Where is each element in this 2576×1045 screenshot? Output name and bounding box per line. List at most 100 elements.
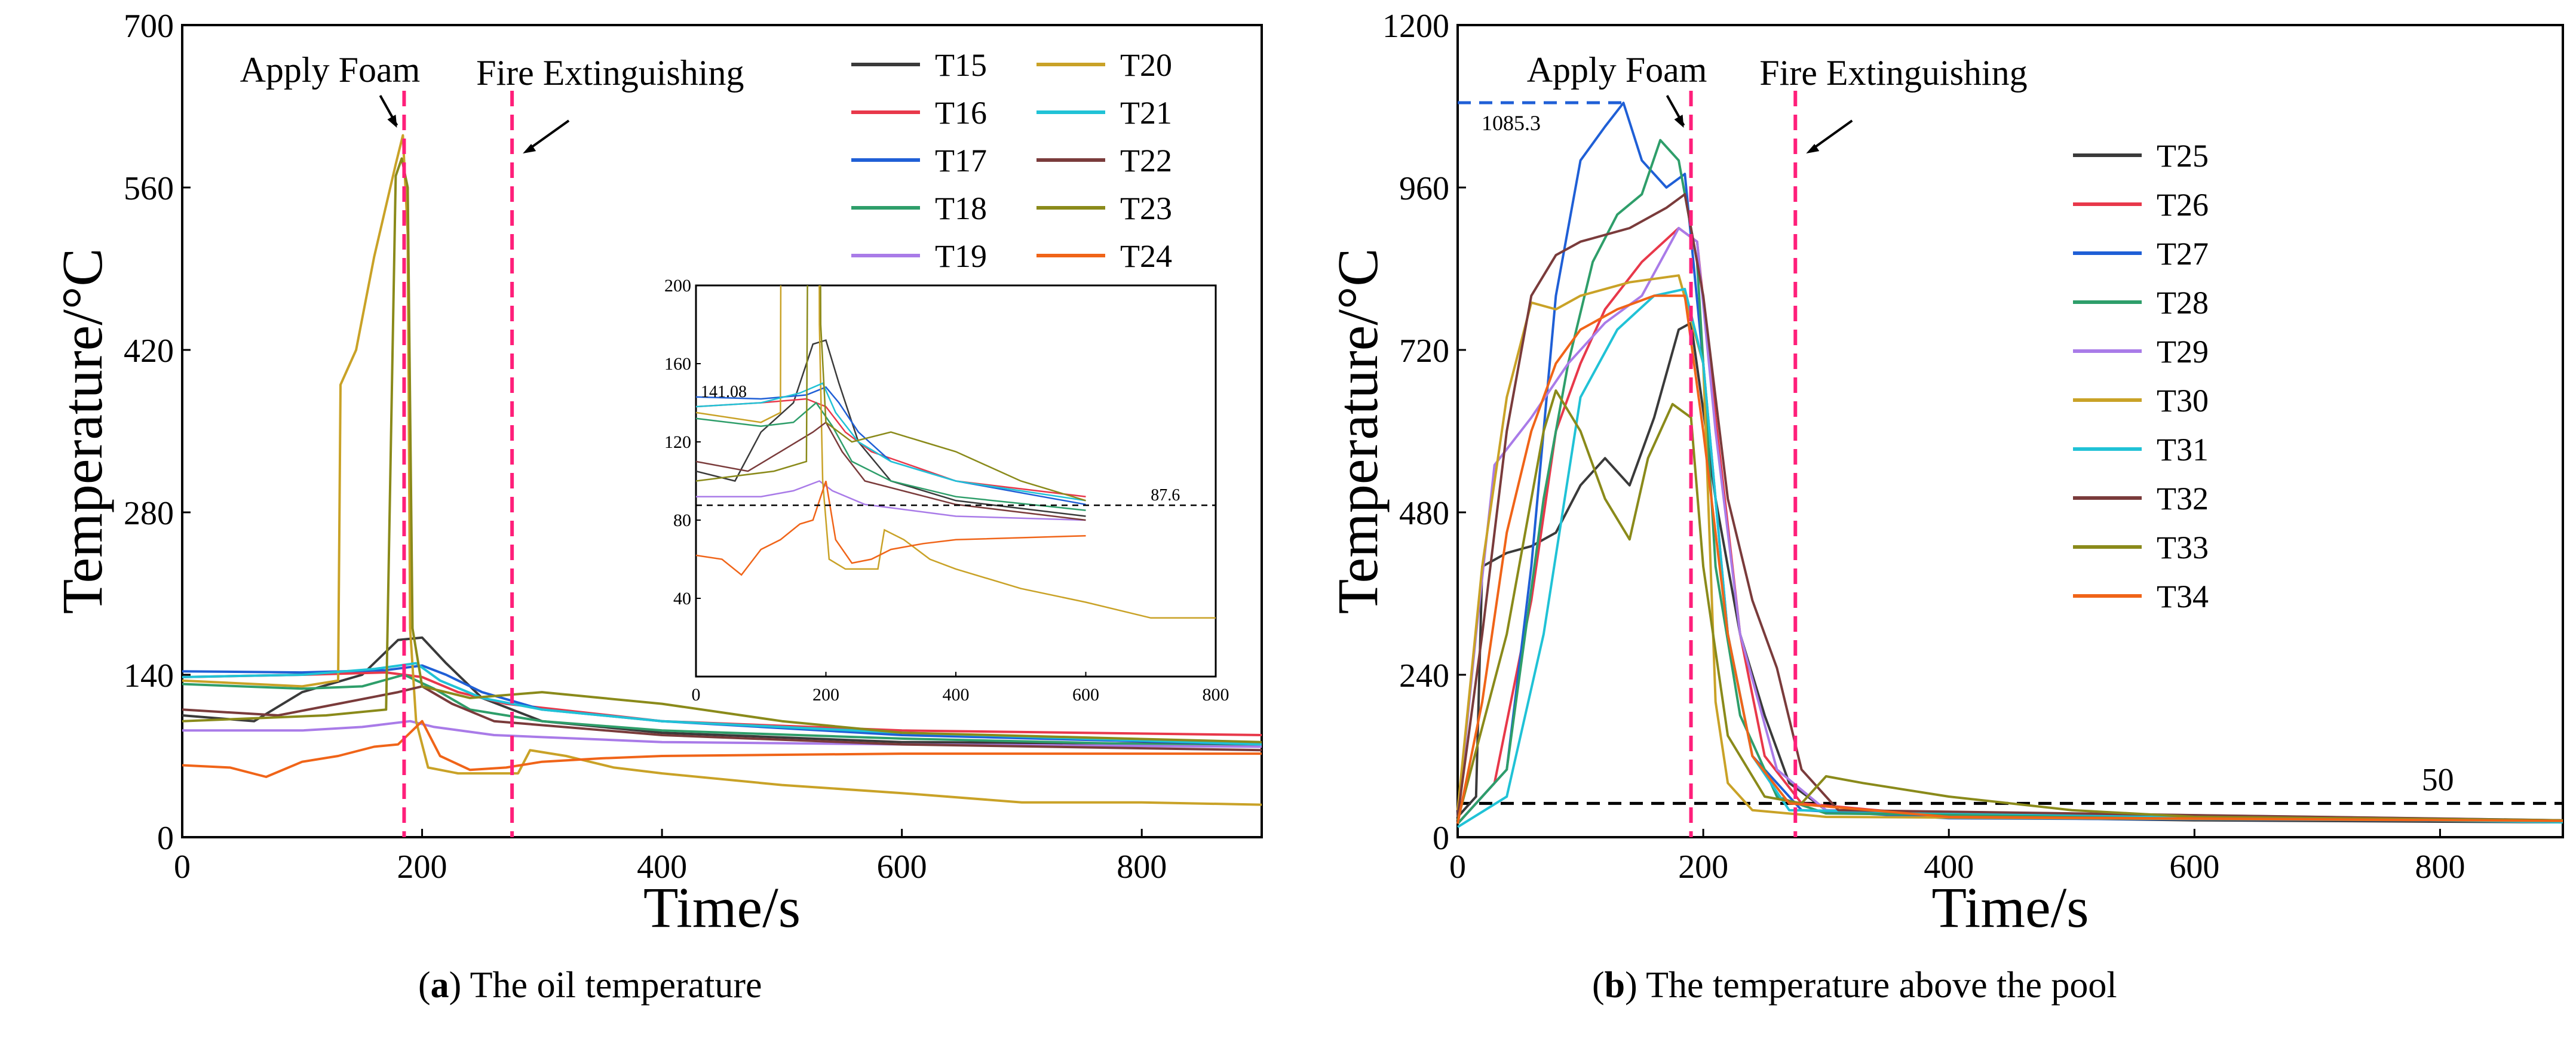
series-line-t16 (182, 671, 1262, 736)
inset-series-line-t15 (696, 339, 1086, 517)
legend-label-t31: T31 (2157, 432, 2209, 468)
series-line-t23 (182, 157, 1262, 743)
inset-y-tick-label: 80 (673, 511, 691, 530)
legend-label-t29: T29 (2157, 334, 2209, 370)
inset-label-141: 141.08 (701, 383, 747, 401)
y-tick-label-a: 420 (124, 333, 174, 370)
y-tick-label-a: 700 (124, 8, 174, 45)
y-tick-label-b: 960 (1399, 170, 1449, 207)
x-axis-title-b: Time/s (1931, 875, 2089, 939)
series-line-t24 (182, 720, 1262, 778)
legend-label-t27: T27 (2157, 236, 2209, 272)
y-tick-label-a: 560 (124, 170, 174, 207)
series-line-t25 (1456, 321, 2563, 824)
inset-series-line-t19 (696, 480, 1086, 521)
legend-label-t20: T20 (1120, 47, 1172, 83)
x-tick-label-a: 800 (1117, 849, 1167, 886)
plot-frame-a (181, 24, 1263, 838)
y-tick-label-a: 140 (124, 657, 174, 694)
inset-y-tick-label: 40 (673, 589, 691, 608)
legend-label-t16: T16 (935, 95, 987, 131)
y-tick-label-b: 480 (1399, 495, 1449, 532)
peak-label-1085: 1085.3 (1482, 111, 1541, 135)
inset-x-tick-label: 0 (692, 685, 701, 705)
annotation-apply-foam-a: Apply Foam (240, 50, 421, 90)
y-tick-label-b: 720 (1399, 333, 1449, 370)
annotation-fire-extinguishing-a: Fire Extinguishing (476, 53, 744, 93)
legend-label-t19: T19 (935, 238, 987, 274)
x-tick-label-a: 200 (397, 849, 447, 886)
legend-label-t33: T33 (2157, 530, 2209, 565)
inset-series-line-t24 (696, 481, 1086, 576)
x-tick-label-b: 400 (1924, 849, 1974, 886)
annotation-fire-extinguishing-b: Fire Extinguishing (1759, 53, 2027, 93)
inset-y-tick-label: 120 (664, 432, 691, 452)
reference-label-50: 50 (2422, 761, 2454, 797)
inset-series-line-t20 (696, 285, 1216, 619)
arrowhead-apply-foam-b (1674, 115, 1684, 128)
inset-x-tick-label: 800 (1203, 685, 1229, 705)
legend-label-t23: T23 (1120, 190, 1172, 226)
y-axis-title-b: Temperature/°C (1326, 248, 1390, 614)
caption-a: (a) The oil temperature (418, 965, 762, 1006)
series-line-t20 (182, 134, 1262, 806)
series-line-t30 (1456, 274, 2563, 822)
inset-series-line-t18 (696, 401, 1086, 511)
legend-label-t18: T18 (935, 190, 987, 226)
inset-x-tick-label: 200 (812, 685, 839, 705)
x-tick-label-a: 600 (877, 849, 927, 886)
x-tick-label-b: 200 (1678, 849, 1728, 886)
y-tick-label-b: 0 (1433, 820, 1449, 857)
inset-x-tick-label: 400 (943, 685, 970, 705)
inset-x-tick-label: 600 (1072, 685, 1099, 705)
x-tick-label-a: 400 (637, 849, 687, 886)
arrowhead-fire-extinguishing-a (523, 144, 536, 153)
series-line-t22 (182, 685, 1262, 752)
arrowhead-fire-extinguishing-b (1806, 144, 1820, 153)
series-line-t34 (1456, 294, 2563, 824)
arrow-fire-extinguishing-a (526, 119, 570, 152)
series-line-t18 (182, 674, 1262, 748)
legend-label-t28: T28 (2157, 285, 2209, 321)
y-tick-label-a: 280 (124, 495, 174, 532)
series-line-t31 (1456, 288, 2563, 828)
legend-label-t24: T24 (1120, 238, 1172, 274)
arrow-fire-extinguishing-b (1810, 119, 1853, 152)
x-axis-title-a: Time/s (643, 875, 801, 939)
inset-series-group (696, 285, 1216, 619)
legend-label-t32: T32 (2157, 481, 2209, 517)
caption-b: (b) The temperature above the pool (1592, 965, 2117, 1006)
y-tick-label-b: 1200 (1382, 8, 1449, 45)
legend-label-t15: T15 (935, 47, 987, 83)
inset-y-tick-label: 200 (664, 276, 691, 296)
legend-label-t25: T25 (2157, 138, 2209, 174)
series-line-t29 (1456, 227, 2563, 822)
series-line-t15 (182, 636, 1262, 746)
inset-chart: 0 200 400 600 800 40 80 120 160 200 141.08 87.6 (664, 276, 1229, 705)
series-line-t28 (1456, 139, 2563, 825)
annotation-apply-foam-b: Apply Foam (1527, 50, 1707, 90)
inset-y-tick-label: 160 (664, 354, 691, 374)
legend-label-t26: T26 (2157, 187, 2209, 223)
y-axis-title-a: Temperature/°C (50, 248, 114, 614)
series-line-t21 (182, 662, 1262, 746)
inset-series-line-t23 (696, 285, 1086, 502)
x-tick-label-b: 600 (2169, 849, 2219, 886)
x-tick-label-b: 0 (1449, 849, 1466, 886)
legend-label-t30: T30 (2157, 383, 2209, 419)
inset-label-87: 87.6 (1151, 486, 1180, 505)
legend-label-t22: T22 (1120, 143, 1172, 179)
series-line-t32 (1456, 193, 2563, 822)
arrowhead-apply-foam-a (387, 115, 397, 128)
y-tick-label-a: 0 (157, 820, 174, 857)
x-tick-label-b: 800 (2415, 849, 2465, 886)
plot-frame-b (1456, 24, 2564, 838)
series-line-t26 (1456, 227, 2563, 825)
legend-label-t21: T21 (1120, 95, 1172, 131)
chart-panel-a: 0 200 400 600 8000140280420560700Time/sTempe… (50, 8, 1263, 939)
legend-label-t17: T17 (935, 143, 987, 179)
inset-series-line-t21 (696, 382, 1086, 502)
x-tick-label-a: 0 (174, 849, 191, 886)
legend-label-t34: T34 (2157, 579, 2209, 614)
